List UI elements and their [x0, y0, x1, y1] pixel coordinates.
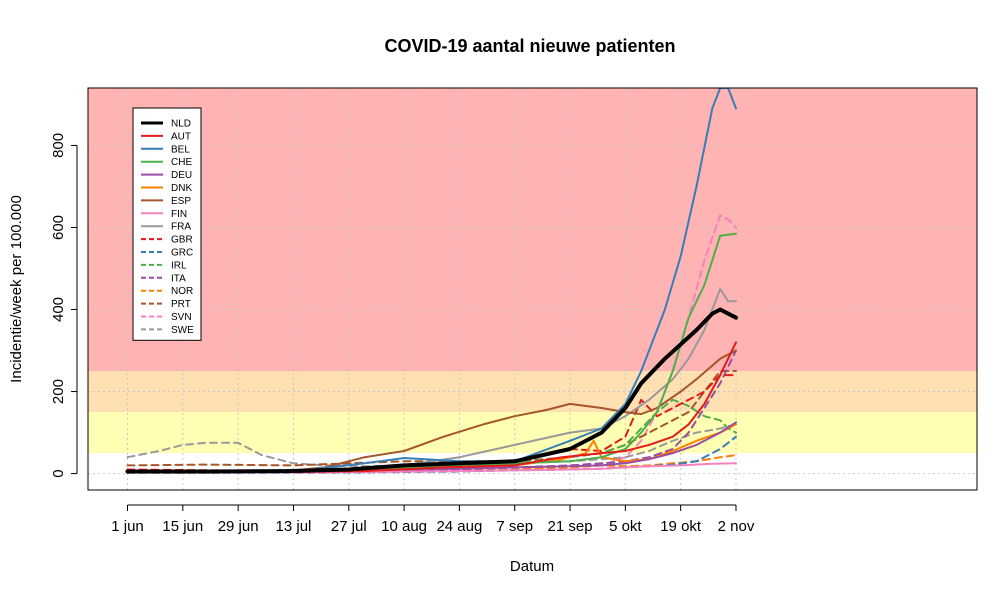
plot-frame: [87, 87, 978, 491]
series-irl: [126, 398, 737, 473]
x-axis-label: Datum: [510, 558, 554, 575]
y-tick-label: 0: [50, 469, 67, 477]
x-tick-label: 19 okt: [660, 518, 702, 535]
y-axis-label: Incidentie/week per 100.000: [8, 195, 25, 383]
legend-label-deu: DEU: [171, 170, 192, 181]
legend-label-ita: ITA: [171, 273, 186, 284]
x-tick-label: 2 nov: [718, 518, 755, 535]
x-tick-label: 10 aug: [381, 518, 427, 535]
legend-label-aut: AUT: [171, 131, 191, 142]
legend-label-bel: BEL: [171, 144, 190, 155]
legend-label-dnk: DNK: [171, 183, 192, 194]
y-tick-label: 200: [50, 379, 67, 404]
x-tick-label: 21 sep: [548, 518, 593, 535]
series-nld: [125, 307, 738, 474]
grid-lines: [88, 88, 977, 490]
legend-label-fin: FIN: [171, 209, 187, 220]
y-tick-label: 600: [50, 215, 67, 240]
series-bel: [126, 88, 737, 473]
x-tick-label: 7 sep: [496, 518, 533, 535]
x-tick-label: 29 jun: [218, 518, 259, 535]
legend-label-nld: NLD: [171, 119, 191, 130]
series-gbr: [126, 374, 737, 473]
legend-label-che: CHE: [171, 157, 192, 168]
x-tick-label: 5 okt: [609, 518, 642, 535]
x-tick-label: 27 jul: [331, 518, 367, 535]
x-tick-label: 15 jun: [162, 518, 203, 535]
legend-label-fra: FRA: [171, 222, 191, 233]
x-tick-label: 13 jul: [276, 518, 312, 535]
chart-title: COVID-19 aantal nieuwe patienten: [384, 36, 675, 56]
y-tick-label: 800: [50, 133, 67, 158]
legend-label-grc: GRC: [171, 248, 193, 259]
legend-label-prt: PRT: [171, 299, 191, 310]
band-1: [88, 412, 977, 454]
band-3: [88, 88, 977, 372]
threshold-bands: [88, 88, 977, 474]
series-svn: [126, 214, 737, 474]
series-lines: [125, 88, 738, 474]
y-tick-label: 400: [50, 297, 67, 322]
x-tick-label: 1 jun: [111, 518, 144, 535]
legend-label-nor: NOR: [171, 286, 193, 297]
legend-label-gbr: GBR: [171, 235, 193, 246]
y-axis: 0 200 400 600 800: [50, 133, 78, 478]
series-ita: [126, 349, 737, 473]
x-axis: 1 jun 15 jun 29 jun 13 jul 27 jul 10 aug 24 au…: [111, 504, 755, 535]
legend-label-svn: SVN: [171, 312, 192, 323]
x-tick-label: 24 aug: [436, 518, 482, 535]
legend-label-swe: SWE: [171, 325, 194, 336]
legend-label-esp: ESP: [171, 196, 191, 207]
legend-label-irl: IRL: [171, 260, 187, 271]
legend-box: [132, 107, 202, 341]
